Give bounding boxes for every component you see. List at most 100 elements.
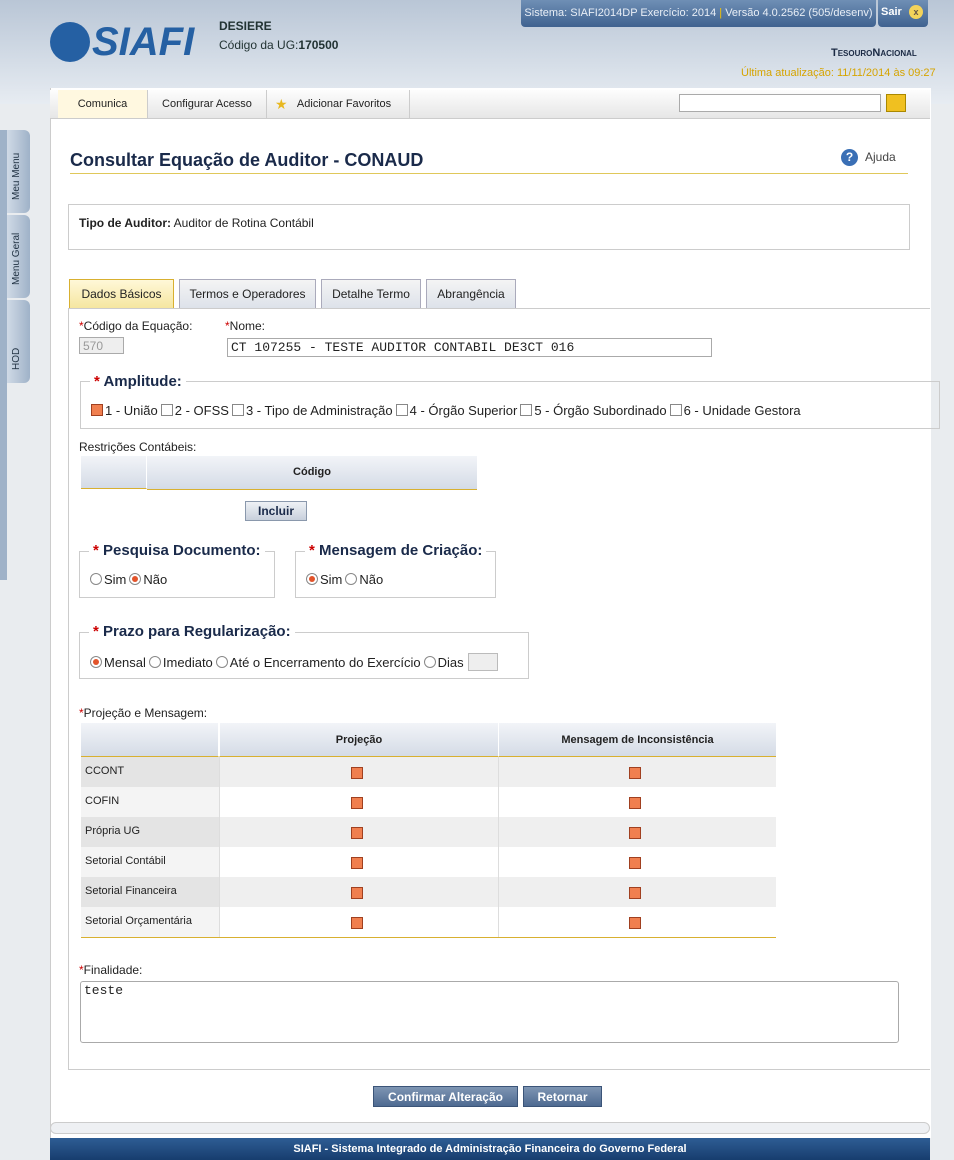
checkbox[interactable] (350, 797, 363, 809)
menu-item[interactable]: Comunica (58, 90, 148, 118)
checkbox[interactable] (669, 404, 682, 416)
radio[interactable] (306, 573, 318, 585)
tab[interactable]: Detalhe Termo (321, 279, 421, 308)
row-name: CCONT (85, 765, 125, 777)
required: * (225, 319, 230, 333)
row-name: COFIN (85, 795, 120, 807)
search-input[interactable] (679, 94, 881, 112)
ug: 170500 (298, 38, 339, 52)
checkbox-label: 1 - União (105, 403, 158, 418)
col-sep (498, 817, 499, 847)
menu-label: Comunica (77, 98, 128, 110)
tab[interactable]: Termos e Operadores (179, 279, 316, 308)
row-cell (81, 907, 219, 937)
logout-button[interactable]: Sair x (878, 0, 928, 27)
return-button[interactable]: Retornar (523, 1086, 602, 1107)
code: 570 (79, 337, 124, 354)
name-input[interactable]: CT 107255 - TESTE AUDITOR CONTABIL DE3CT… (227, 338, 712, 357)
checkbox[interactable] (350, 767, 363, 779)
checkbox[interactable] (231, 404, 244, 416)
checkbox[interactable] (160, 404, 173, 416)
amplitude-options: 1 - União 2 - OFSS 3 - Tipo de Administraç… (88, 403, 801, 418)
radio[interactable] (215, 656, 228, 668)
checkbox[interactable] (350, 917, 363, 929)
side-tab[interactable]: Meu Menu (7, 130, 30, 213)
checkbox[interactable] (520, 404, 533, 416)
help[interactable]: Ajuda (865, 150, 896, 164)
radio-label: Imediato (162, 655, 213, 670)
radio-label: Não (143, 572, 168, 587)
finalidade-input[interactable]: teste (80, 981, 899, 1043)
confirm-button[interactable]: Confirmar Alteração (373, 1086, 518, 1107)
auditor-box (68, 204, 910, 250)
required: * (309, 542, 315, 559)
required: * (79, 319, 84, 333)
tab[interactable]: Dados Básicos (69, 279, 174, 308)
checkbox[interactable] (629, 857, 641, 869)
menu-item[interactable]: ★ Adicionar Favoritos (267, 90, 410, 118)
required: * (93, 542, 99, 559)
checkbox-label: 6 - Unidade Gestora (683, 403, 801, 418)
finalidade-label: Finalidade: (83, 963, 143, 977)
prazo-options: Mensal Imediato Até o Encerramento do Exer… (87, 653, 498, 671)
legend: Amplitude: (103, 373, 182, 390)
side-tab[interactable]: Menu Geral (7, 215, 30, 298)
col-sep (498, 787, 499, 817)
menu-label: Adicionar Favoritos (296, 98, 392, 110)
required: * (79, 706, 84, 720)
row-cell (81, 847, 219, 877)
projecao-label: Projeção e Mensagem: (83, 706, 208, 720)
legend: Mensagem de Criação: (319, 542, 483, 559)
side-tab[interactable]: HOD (7, 300, 30, 383)
checkbox[interactable] (629, 917, 641, 929)
row-cell (81, 877, 219, 907)
mensagem-options: Sim Não (303, 572, 383, 587)
checkbox[interactable] (629, 887, 641, 899)
checkbox[interactable] (395, 404, 408, 416)
code-label: Código da Equação: (83, 319, 193, 333)
radio[interactable] (90, 656, 102, 668)
amplitude-box (80, 381, 940, 429)
radio[interactable] (423, 656, 436, 668)
row-name: Setorial Orçamentária (85, 915, 192, 927)
checkbox[interactable] (350, 827, 363, 839)
menu-item[interactable]: Configurar Acesso (148, 90, 267, 118)
days-input[interactable] (467, 653, 498, 671)
side-bar (0, 130, 7, 580)
restricoes-label: Restrições Contábeis: (79, 440, 197, 454)
checkbox-label: 2 - OFSS (174, 403, 229, 418)
required: * (94, 373, 100, 390)
content-panel (50, 88, 931, 1138)
radio[interactable] (345, 573, 358, 585)
checkbox-label: 3 - Tipo de Administração (245, 403, 393, 418)
checkbox-label: 5 - Órgão Subordinado (534, 403, 667, 418)
table-header-cell (81, 456, 147, 489)
checkbox[interactable] (350, 857, 363, 869)
checkbox[interactable] (350, 887, 363, 899)
scrollbar[interactable] (50, 1122, 930, 1134)
name-label: Nome: (229, 319, 266, 333)
radio[interactable] (90, 573, 102, 585)
checkbox[interactable] (91, 404, 103, 416)
mensagem-legend: * Mensagem de Criação: (305, 542, 487, 559)
star-icon: ★ (275, 96, 288, 112)
projecao-field: *Projeção e Mensagem: (79, 706, 207, 720)
radio-label: Não (359, 572, 384, 587)
row-name: Setorial Financeira (85, 885, 177, 897)
help-icon[interactable]: ? (841, 149, 858, 166)
auditor-label: Tipo de Auditor: (79, 216, 171, 230)
checkbox[interactable] (629, 797, 641, 809)
checkbox[interactable] (629, 767, 641, 779)
auditor: Tipo de Auditor: Auditor de Rotina Contá… (79, 216, 314, 230)
pesquisa-options: Sim Não (87, 572, 167, 587)
search-button[interactable] (886, 94, 906, 112)
radio[interactable] (148, 656, 161, 668)
required: * (93, 623, 99, 640)
include-button[interactable]: Incluir (245, 501, 307, 521)
checkbox[interactable] (629, 827, 641, 839)
row-cell (81, 817, 219, 847)
tab[interactable]: Abrangência (426, 279, 516, 308)
radio[interactable] (129, 573, 142, 585)
column-header: Projeção (219, 723, 498, 757)
